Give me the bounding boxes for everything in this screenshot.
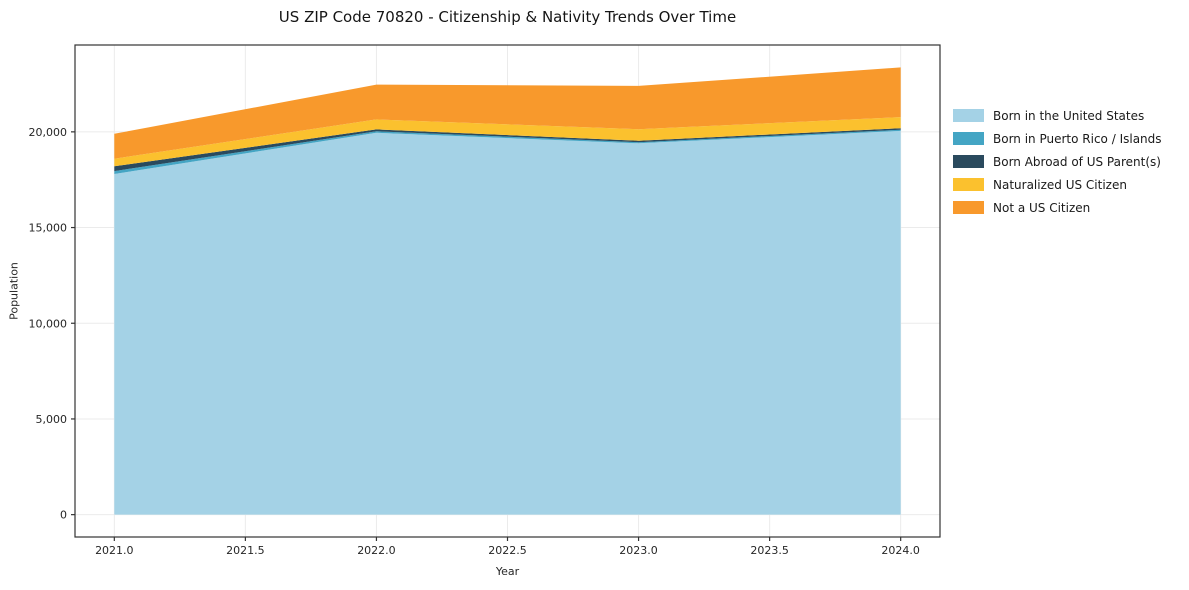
- area-series-0: [114, 130, 901, 515]
- legend-label: Born in Puerto Rico / Islands: [993, 131, 1162, 146]
- legend-label: Born Abroad of US Parent(s): [993, 154, 1161, 169]
- legend-item: Naturalized US Citizen: [953, 173, 1162, 196]
- x-tick-label: 2022.0: [357, 544, 396, 557]
- x-axis-label: Year: [495, 565, 520, 578]
- legend-label: Born in the United States: [993, 108, 1145, 123]
- x-tick-label: 2021.0: [95, 544, 134, 557]
- legend-item: Not a US Citizen: [953, 196, 1162, 219]
- chart-title: US ZIP Code 70820 - Citizenship & Nativi…: [278, 8, 737, 26]
- y-tick-label: 15,000: [29, 222, 68, 235]
- legend-label: Naturalized US Citizen: [993, 177, 1127, 192]
- area-series-2: [114, 128, 901, 172]
- legend-item: Born in the United States: [953, 104, 1162, 127]
- legend-swatch-icon: [953, 155, 984, 168]
- x-tick-label: 2023.5: [750, 544, 789, 557]
- legend-swatch-icon: [953, 201, 984, 214]
- y-axis-label: Population: [7, 262, 21, 320]
- legend-swatch-icon: [953, 178, 984, 191]
- area-series-1: [114, 129, 901, 174]
- x-tick-label: 2024.0: [881, 544, 920, 557]
- x-axis: 2021.0 2021.5 2022.0 2022.5 2023.0 2023.5 2024…: [95, 537, 920, 557]
- legend-swatch-icon: [953, 109, 984, 122]
- legend-item: Born Abroad of US Parent(s): [953, 150, 1162, 173]
- x-tick-label: 2022.5: [488, 544, 527, 557]
- y-axis: 0 5,000 10,000 15,000 20,000: [29, 126, 75, 522]
- y-tick-label: 20,000: [29, 126, 68, 139]
- y-tick-label: 0: [60, 509, 67, 522]
- legend-label: Not a US Citizen: [993, 200, 1091, 215]
- area-series-3: [114, 117, 901, 167]
- legend-swatch-icon: [953, 132, 984, 145]
- legend: Born in the United States Born in Puerto…: [953, 104, 1162, 219]
- y-tick-label: 10,000: [29, 317, 68, 330]
- legend-item: Born in Puerto Rico / Islands: [953, 127, 1162, 150]
- x-tick-label: 2023.0: [619, 544, 658, 557]
- area-series-4: [114, 67, 901, 159]
- x-tick-label: 2021.5: [226, 544, 265, 557]
- y-tick-label: 5,000: [36, 413, 68, 426]
